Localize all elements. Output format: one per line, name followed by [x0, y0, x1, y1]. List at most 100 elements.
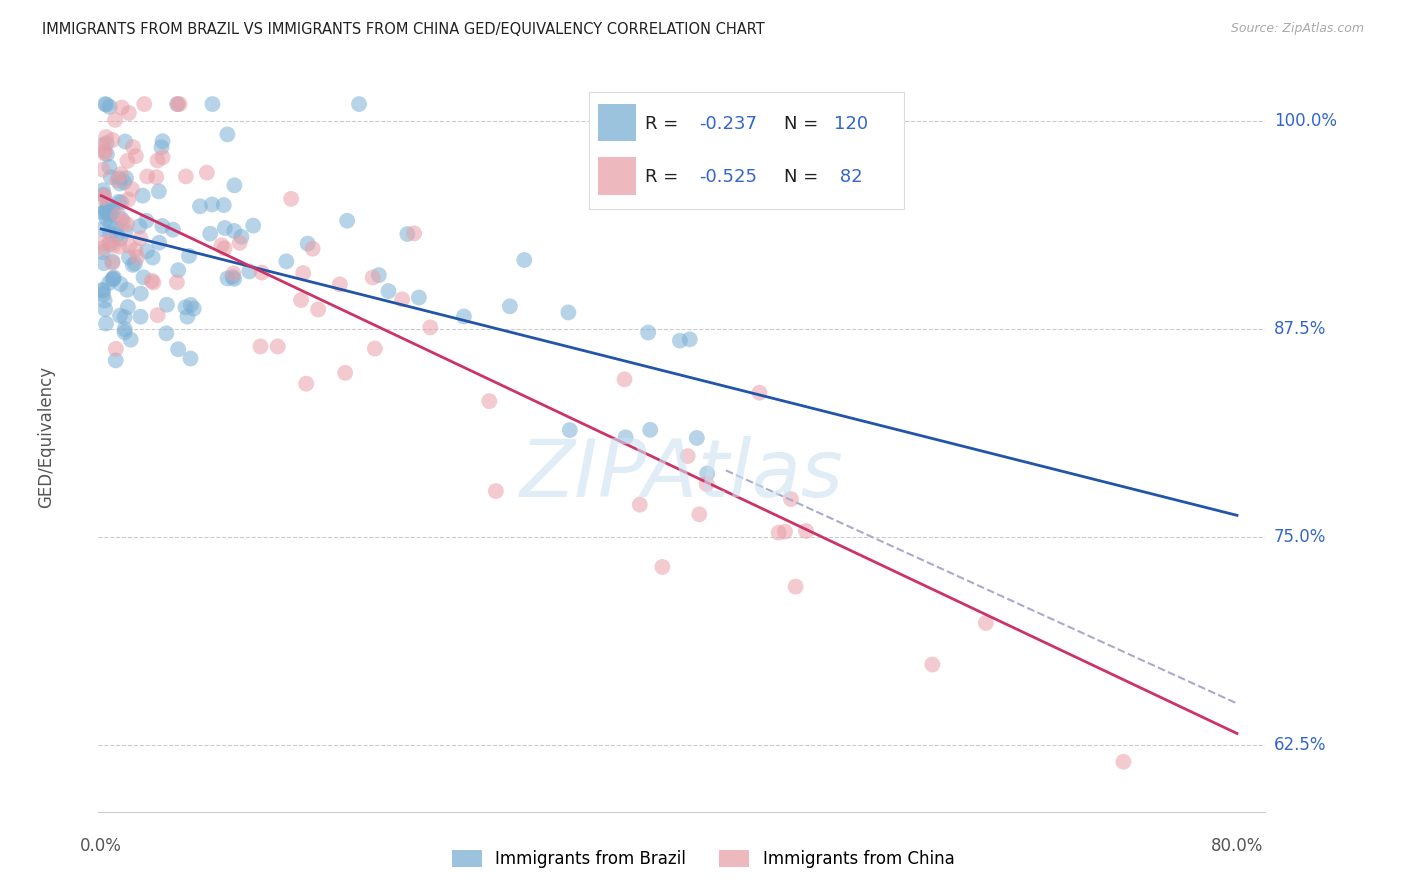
- Point: [117, 300, 139, 314]
- Point: [100, 218, 122, 232]
- Point: [214, 221, 236, 235]
- Point: [238, 264, 260, 278]
- Point: [114, 224, 136, 238]
- Point: [93, 256, 115, 270]
- Point: [1112, 755, 1135, 769]
- Point: [201, 97, 224, 112]
- Point: [101, 133, 124, 147]
- Point: [101, 256, 124, 270]
- Point: [404, 227, 426, 241]
- Point: [94, 97, 117, 112]
- Point: [129, 286, 152, 301]
- Point: [651, 560, 673, 574]
- Point: [628, 498, 651, 512]
- Point: [94, 146, 117, 161]
- Point: [295, 376, 318, 391]
- Point: [222, 267, 245, 281]
- Point: [614, 430, 637, 444]
- Point: [114, 326, 136, 340]
- Point: [105, 228, 128, 243]
- Point: [96, 97, 118, 112]
- Point: [100, 202, 122, 216]
- Point: [176, 310, 198, 324]
- Point: [188, 199, 211, 213]
- Point: [124, 243, 146, 257]
- Point: [114, 322, 136, 336]
- Point: [91, 162, 114, 177]
- Point: [101, 254, 124, 268]
- Point: [638, 423, 661, 437]
- Point: [121, 258, 143, 272]
- Point: [91, 235, 114, 250]
- Point: [120, 333, 142, 347]
- Point: [146, 308, 169, 322]
- Text: ZIPAtlas: ZIPAtlas: [520, 435, 844, 514]
- Point: [297, 236, 319, 251]
- Point: [156, 298, 179, 312]
- Point: [231, 229, 253, 244]
- Point: [301, 242, 323, 256]
- Point: [135, 244, 157, 259]
- Point: [93, 293, 115, 308]
- Point: [128, 219, 150, 234]
- Point: [513, 252, 536, 267]
- Point: [98, 160, 121, 174]
- Point: [93, 188, 115, 202]
- Legend: Immigrants from Brazil, Immigrants from China: Immigrants from Brazil, Immigrants from …: [446, 843, 960, 875]
- Text: 100.0%: 100.0%: [1274, 112, 1337, 129]
- Point: [174, 169, 197, 184]
- Point: [96, 136, 118, 151]
- Point: [224, 224, 246, 238]
- Point: [557, 305, 579, 319]
- Point: [96, 196, 118, 211]
- Text: 75.0%: 75.0%: [1274, 528, 1326, 546]
- Point: [125, 149, 148, 163]
- Point: [91, 283, 114, 297]
- Point: [290, 293, 312, 307]
- Point: [166, 275, 188, 289]
- Point: [686, 431, 709, 445]
- Point: [112, 215, 135, 229]
- Point: [103, 271, 125, 285]
- Point: [91, 241, 114, 255]
- Point: [118, 106, 141, 120]
- Point: [162, 223, 184, 237]
- Point: [361, 270, 384, 285]
- Point: [129, 231, 152, 245]
- Point: [118, 238, 141, 252]
- Point: [96, 147, 118, 161]
- Point: [127, 250, 149, 264]
- Point: [142, 251, 165, 265]
- Point: [100, 170, 122, 185]
- Point: [148, 235, 170, 250]
- Point: [104, 342, 127, 356]
- Point: [921, 657, 943, 672]
- Point: [499, 299, 522, 313]
- Point: [117, 283, 139, 297]
- Point: [180, 351, 202, 366]
- Point: [307, 302, 329, 317]
- Point: [212, 198, 235, 212]
- Point: [696, 467, 718, 481]
- Point: [408, 291, 430, 305]
- Point: [94, 205, 117, 219]
- Point: [91, 287, 114, 301]
- Point: [91, 183, 114, 197]
- Point: [110, 232, 132, 246]
- Point: [150, 219, 173, 233]
- Point: [131, 188, 153, 202]
- Point: [91, 245, 114, 260]
- Point: [453, 310, 475, 324]
- Point: [195, 166, 218, 180]
- Point: [211, 238, 233, 252]
- Point: [180, 298, 202, 312]
- Point: [129, 310, 152, 324]
- Point: [177, 249, 200, 263]
- Point: [124, 256, 146, 270]
- Point: [100, 207, 122, 221]
- Point: [280, 192, 302, 206]
- Point: [101, 204, 124, 219]
- Point: [98, 209, 121, 223]
- Point: [696, 477, 718, 491]
- Point: [250, 266, 273, 280]
